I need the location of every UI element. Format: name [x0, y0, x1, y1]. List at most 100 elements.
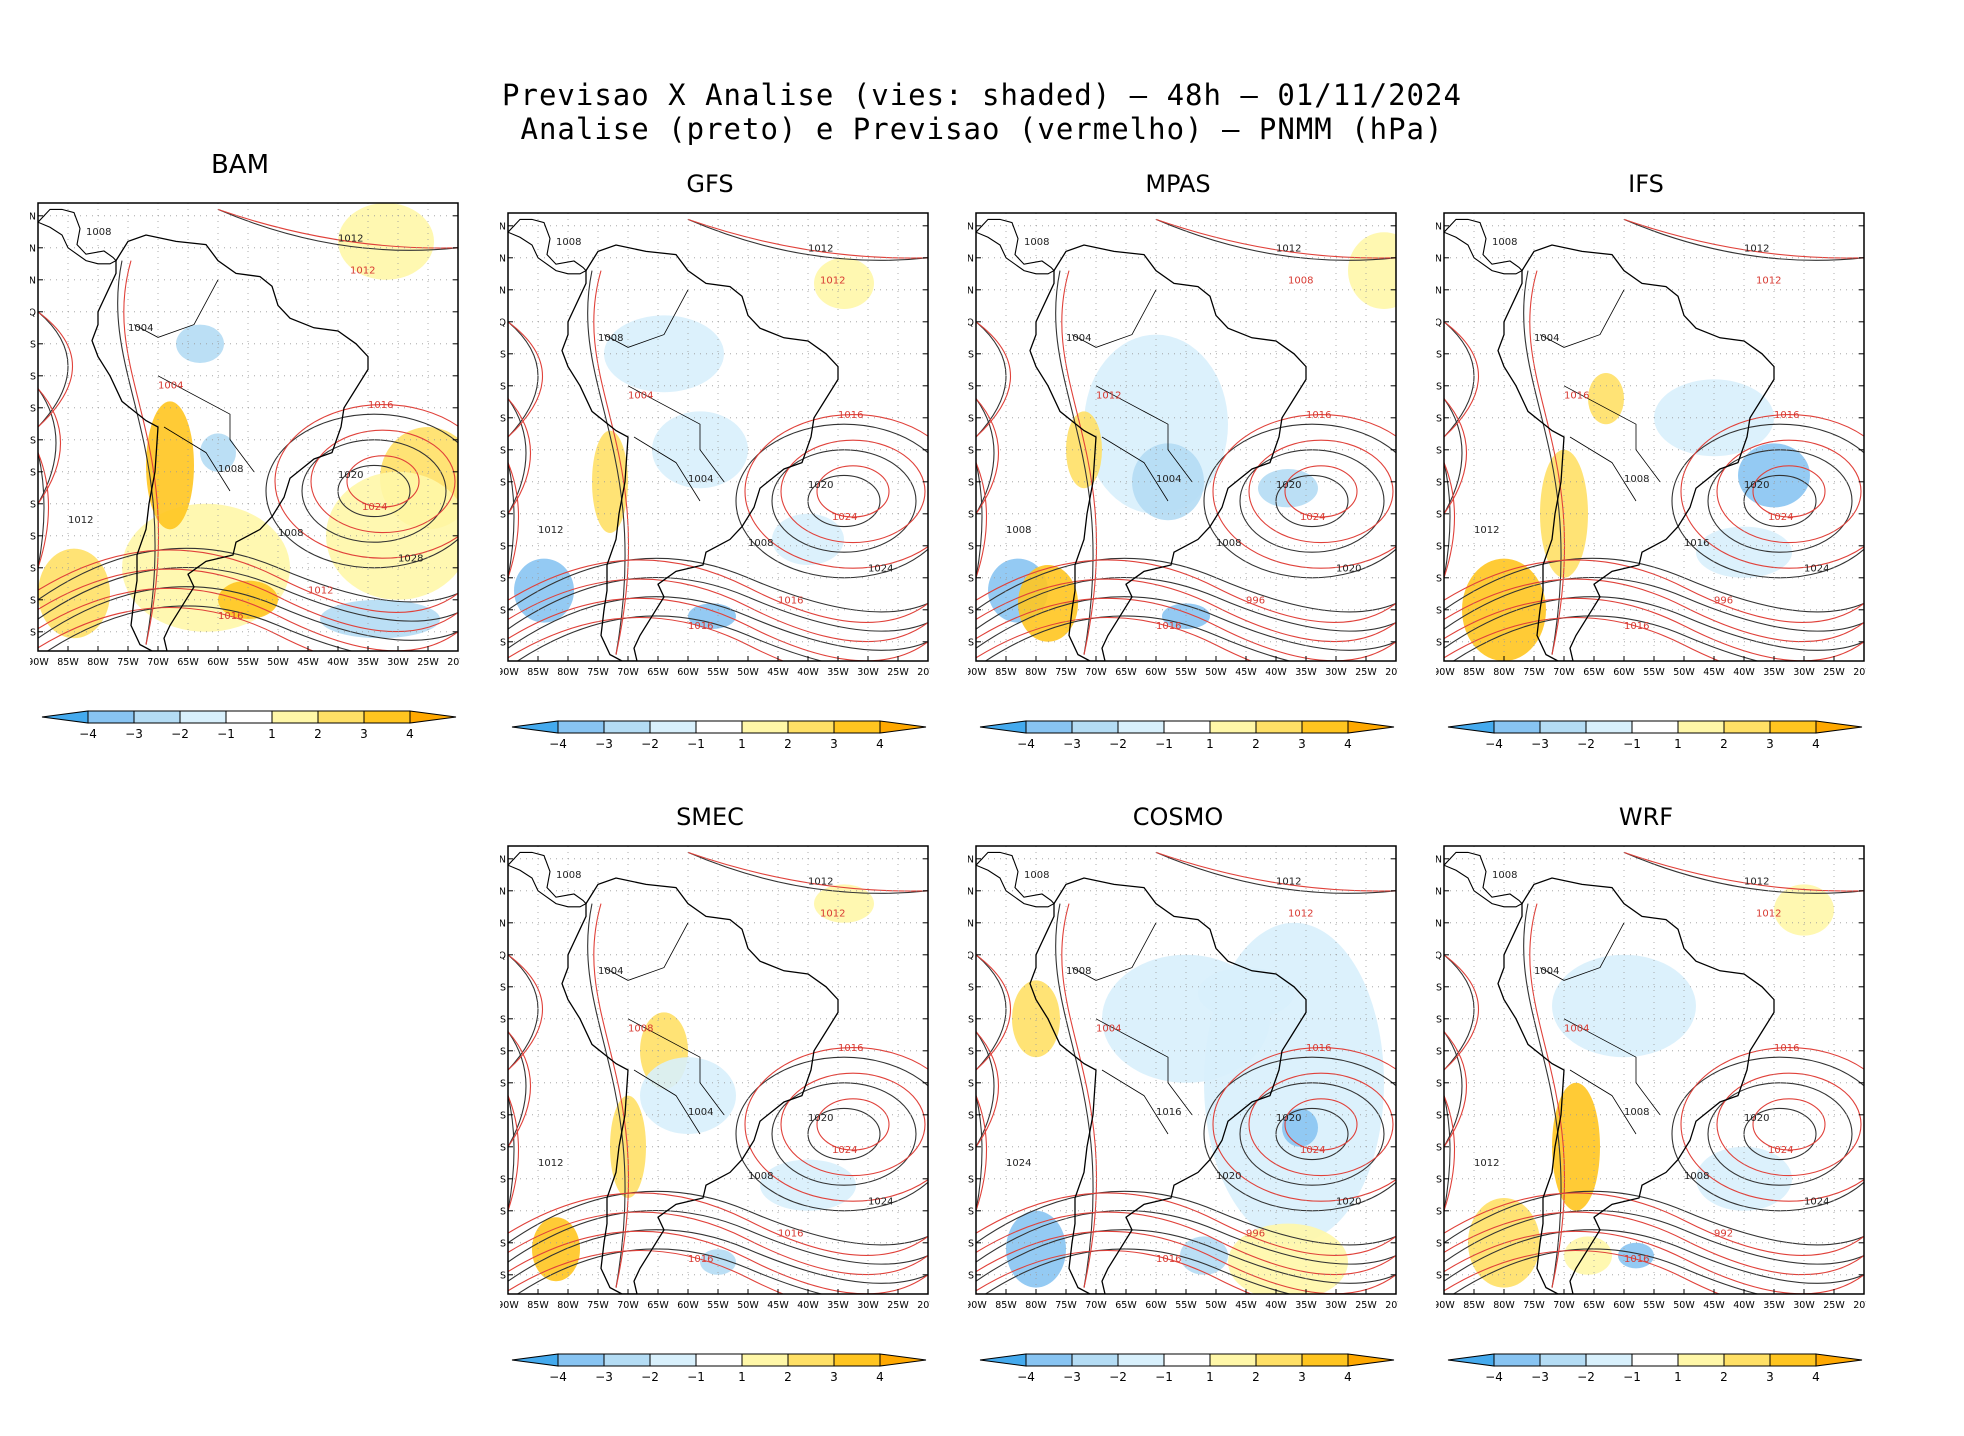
panel-title: WRF [1618, 803, 1674, 831]
analysis-isobar [976, 1210, 1396, 1265]
isobar-label: 1016 [1156, 621, 1181, 632]
colorbar-label: 4 [876, 1370, 884, 1384]
colorbar-segment [363, 710, 411, 724]
forecast-isobar [508, 597, 928, 661]
colorbar-label: 4 [1344, 1370, 1352, 1384]
lat-tick-label: 15N [500, 854, 506, 865]
lon-tick-label: 65W [1115, 667, 1137, 678]
colorbar-segment [741, 1353, 789, 1367]
forecast-isobar [816, 1098, 890, 1151]
forecast-isobar [1248, 1072, 1394, 1177]
lon-tick-label: 75W [587, 667, 609, 678]
lon-tick-label: 70W [617, 1300, 639, 1311]
forecast-isobar [1444, 559, 1864, 623]
forecast-isobar [1680, 414, 1864, 569]
lon-tick-label: 65W [647, 667, 669, 678]
lat-tick-label: 5S [500, 982, 506, 993]
central-america-coastline [976, 218, 1055, 275]
country-border [133, 279, 219, 338]
colorbar-label: 1 [738, 1370, 746, 1384]
isobar-label: 1016 [838, 1043, 863, 1054]
forecast-isobar [1444, 398, 1468, 515]
colorbar-segment [649, 1353, 697, 1367]
lon-tick-label: 25W [1823, 1300, 1845, 1311]
map-plot: 1008 1012 1012 1008 1004 1004 1016 1020 1024 1024… [500, 212, 930, 678]
lon-tick-label: 35W [1295, 667, 1317, 678]
colorbar-label: 1 [738, 737, 746, 751]
colorbar-label: −4 [79, 727, 97, 741]
forecast-isobar [976, 1031, 1000, 1148]
colorbar-segment [1585, 720, 1633, 734]
analysis-isobar [976, 462, 983, 578]
lat-tick-label: 5S [30, 339, 36, 350]
bias-shading [814, 884, 874, 923]
lon-tick-label: 30W [857, 667, 879, 678]
lat-tick-label: 5N [1436, 918, 1442, 929]
analysis-isobar [1444, 954, 1475, 1071]
isobar-label: 1016 [218, 611, 243, 622]
forecast-isobar [976, 597, 1396, 661]
country-border [603, 922, 689, 981]
lon-tick-label: 55W [237, 657, 259, 668]
forecast-isobar [508, 578, 928, 643]
forecast-isobar [38, 549, 458, 613]
isobar-label: 1008 [1684, 1171, 1709, 1182]
colorbar-segment [695, 720, 743, 734]
isobar-label: 1008 [1624, 1107, 1649, 1118]
panel-title: MPAS [1145, 170, 1211, 198]
isobar-label: 1024 [868, 563, 893, 574]
country-border [163, 426, 231, 492]
lon-tick-label: 60W [677, 667, 699, 678]
map-panel-gfs: GFS 1008 1012 1012 1008 1004 1004 1016 1020 1024 1… [490, 170, 930, 795]
lon-tick-label: 45W [767, 667, 789, 678]
lat-tick-label: 25S [1436, 477, 1442, 488]
colorbar-segment [1209, 1353, 1257, 1367]
lon-tick-label: 85W [995, 667, 1017, 678]
lon-tick-label: 60W [1145, 667, 1167, 678]
country-border [1095, 385, 1193, 483]
isobar-label: 1020 [1336, 1196, 1361, 1207]
forecast-isobar [1716, 1072, 1862, 1177]
colorbar-segment [1539, 1353, 1587, 1367]
lon-tick-label: 85W [995, 1300, 1017, 1311]
lat-tick-label: 5N [500, 285, 506, 296]
forecast-isobar [744, 414, 928, 569]
lon-tick-label: 90W [30, 657, 49, 668]
bias-shading [1198, 967, 1294, 1019]
lon-tick-label: 90W [968, 1300, 987, 1311]
colorbar-label: 1 [1674, 1370, 1682, 1384]
country-border [1569, 1069, 1637, 1135]
colorbar-segment [1815, 720, 1863, 734]
country-border [1101, 436, 1169, 502]
forecast-isobar [976, 398, 1000, 515]
colorbar-segment [979, 720, 1027, 734]
lat-tick-label: 25S [500, 477, 506, 488]
colorbar-label: −4 [1017, 737, 1035, 751]
isobar-label: 1016 [688, 1254, 713, 1265]
lon-tick-label: 90W [500, 1300, 519, 1311]
isobar-label: 1012 [1474, 1158, 1499, 1169]
forecast-isobar [780, 1072, 926, 1177]
lon-tick-label: 75W [117, 657, 139, 668]
colorbar-label: −1 [1155, 1370, 1173, 1384]
analysis-isobar [976, 1031, 995, 1148]
colorbar-segment [1163, 1353, 1211, 1367]
lat-tick-label: 30S [30, 499, 36, 510]
lon-tick-label: 40W [1733, 667, 1755, 678]
bias-shading [1228, 1223, 1348, 1294]
forecast-isobar [38, 587, 458, 651]
forecast-isobar [976, 462, 987, 578]
analysis-isobar [1444, 1190, 1864, 1246]
colorbar-segment [41, 710, 89, 724]
analysis-isobar [1444, 1031, 1463, 1148]
isobar-label: 1024 [832, 512, 857, 523]
country-border [633, 1069, 701, 1135]
bias-shading [772, 513, 844, 565]
isobar-label: 1012 [538, 525, 563, 536]
colorbar-segment [511, 720, 559, 734]
forecast-isobar [1444, 597, 1864, 661]
bias-shading [814, 257, 874, 309]
lat-tick-label: 30S [968, 1142, 974, 1153]
colorbar-label: −3 [1531, 1370, 1549, 1384]
analysis-isobar [1444, 596, 1864, 651]
